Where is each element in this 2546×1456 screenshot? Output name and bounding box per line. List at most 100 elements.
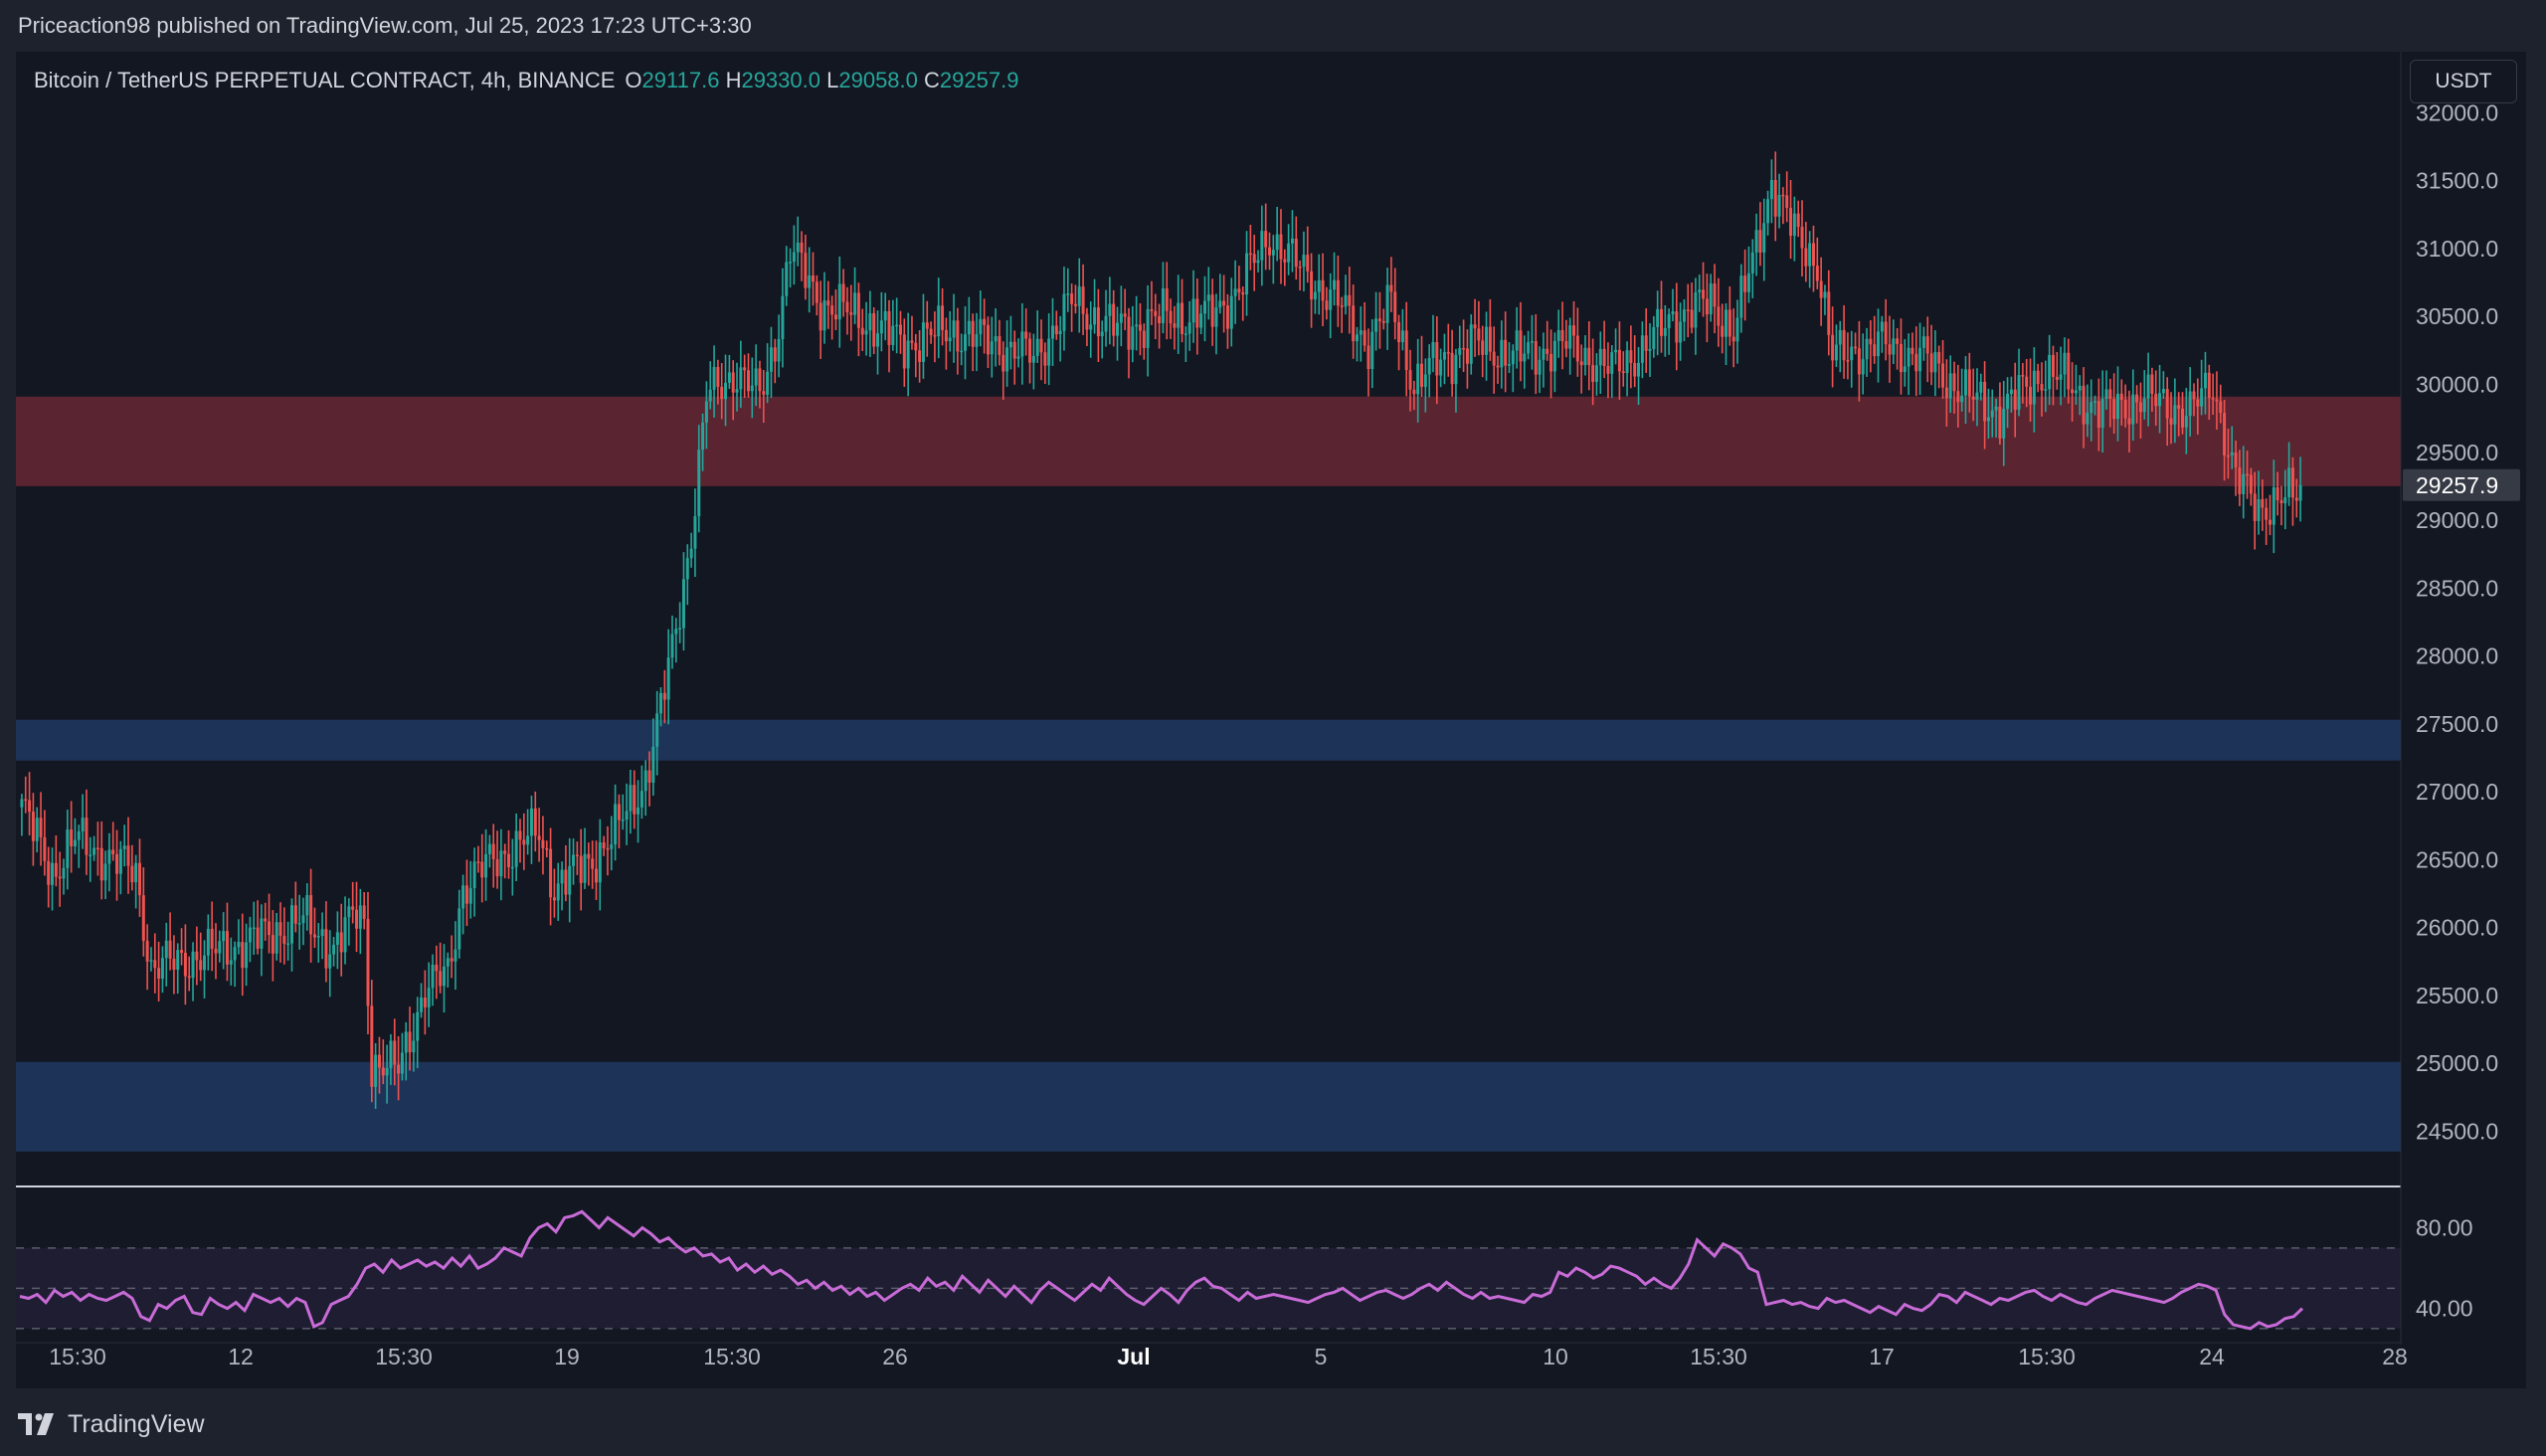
candle bbox=[153, 933, 157, 994]
candle bbox=[214, 923, 218, 980]
candle-body bbox=[274, 922, 278, 954]
candle bbox=[1248, 225, 1252, 271]
candle-body bbox=[1621, 371, 1625, 374]
candle bbox=[1534, 313, 1538, 395]
candle-body bbox=[1241, 292, 1245, 295]
candle-body bbox=[964, 334, 968, 351]
price-tick-label: 25000.0 bbox=[2416, 1050, 2498, 1076]
candle-body bbox=[552, 897, 556, 901]
candle-body bbox=[762, 391, 766, 395]
candle-body bbox=[598, 842, 602, 883]
candle-body bbox=[126, 845, 130, 866]
candle-body bbox=[1439, 359, 1443, 376]
candle bbox=[579, 828, 583, 911]
candle bbox=[1854, 332, 1858, 355]
candle bbox=[1725, 302, 1728, 366]
candle bbox=[731, 360, 735, 421]
symbol-label[interactable]: Bitcoin / TetherUS PERPETUAL CONTRACT, 4… bbox=[34, 68, 616, 92]
candle bbox=[1352, 284, 1356, 359]
candle bbox=[1667, 308, 1671, 355]
candle bbox=[933, 311, 937, 363]
candle bbox=[591, 840, 595, 889]
candle-body bbox=[602, 842, 606, 849]
candle bbox=[1393, 268, 1397, 340]
candle-body bbox=[1202, 300, 1206, 314]
candle-body bbox=[879, 320, 883, 334]
candle bbox=[2071, 362, 2075, 422]
candle-body bbox=[716, 366, 720, 387]
candle bbox=[2272, 459, 2275, 554]
candle-body bbox=[830, 305, 834, 315]
zone-support-1 bbox=[16, 719, 2401, 761]
candle-body bbox=[1515, 330, 1519, 351]
candle bbox=[971, 313, 975, 372]
candle bbox=[2002, 380, 2006, 466]
candle-body bbox=[2169, 418, 2173, 425]
candle-body bbox=[1454, 354, 1458, 385]
candle-body bbox=[556, 883, 560, 901]
brand-name: TradingView bbox=[68, 1409, 205, 1438]
candle-body bbox=[2184, 416, 2188, 428]
candle bbox=[804, 234, 808, 300]
candle-body bbox=[651, 746, 655, 783]
candle bbox=[1210, 278, 1214, 346]
candle-body bbox=[902, 334, 906, 369]
candle-body bbox=[529, 808, 533, 836]
candle-body bbox=[1329, 289, 1333, 310]
candle-body bbox=[849, 312, 853, 315]
candle-body bbox=[1606, 366, 1610, 374]
candle bbox=[1077, 258, 1081, 333]
candle bbox=[1834, 324, 1838, 368]
candle bbox=[1287, 224, 1291, 275]
candle bbox=[172, 935, 176, 995]
tradingview-brand[interactable]: TradingView bbox=[18, 1404, 205, 1444]
candle bbox=[229, 937, 233, 986]
candle bbox=[1591, 338, 1595, 406]
candle bbox=[602, 835, 606, 856]
candle bbox=[902, 318, 906, 387]
candle bbox=[876, 310, 880, 375]
candle bbox=[1549, 329, 1553, 399]
candle-body bbox=[1877, 331, 1881, 357]
candle-body bbox=[66, 829, 70, 868]
candle bbox=[1089, 301, 1093, 358]
candle bbox=[1538, 346, 1542, 394]
candle bbox=[647, 751, 651, 807]
candle bbox=[73, 818, 77, 854]
candle bbox=[921, 293, 925, 379]
candle bbox=[2135, 385, 2139, 424]
candle bbox=[293, 881, 297, 933]
currency-button[interactable]: USDT bbox=[2410, 60, 2517, 103]
candle-body bbox=[1880, 321, 1884, 332]
candle-body bbox=[1012, 341, 1016, 359]
candle-body bbox=[233, 947, 237, 961]
candle-body bbox=[268, 921, 272, 936]
candle-body bbox=[1762, 223, 1766, 253]
candle-body bbox=[766, 371, 770, 395]
candle bbox=[1412, 380, 1416, 411]
candle-body bbox=[914, 342, 918, 351]
candle bbox=[454, 921, 457, 991]
candle-body bbox=[1016, 356, 1020, 359]
candle-body bbox=[925, 322, 929, 329]
candle-body bbox=[1462, 347, 1466, 350]
time-tick-label: 17 bbox=[1869, 1344, 1895, 1369]
candle-body bbox=[47, 860, 51, 885]
candle bbox=[1983, 361, 1987, 450]
chart-legend: Bitcoin / TetherUS PERPETUAL CONTRACT, 4… bbox=[34, 68, 1018, 93]
candle bbox=[99, 820, 103, 900]
candle-body bbox=[818, 302, 822, 331]
candle-body bbox=[1116, 322, 1120, 336]
candle bbox=[1439, 348, 1443, 388]
candle-body bbox=[815, 281, 818, 303]
open-value: 29117.6 bbox=[641, 68, 720, 92]
candle-body bbox=[118, 848, 122, 874]
candle-body bbox=[2196, 399, 2200, 407]
chart-canvas[interactable]: 32000.0 31500.0 31000.0 30500.0 30000.0 29500… bbox=[16, 52, 2526, 1388]
candle-body bbox=[1279, 234, 1283, 260]
candle bbox=[1560, 301, 1564, 370]
candle-body bbox=[1698, 289, 1702, 293]
candle bbox=[1321, 253, 1325, 327]
chart-frame[interactable]: 32000.0 31500.0 31000.0 30500.0 30000.0 29500… bbox=[16, 52, 2526, 1388]
candle bbox=[335, 911, 339, 970]
